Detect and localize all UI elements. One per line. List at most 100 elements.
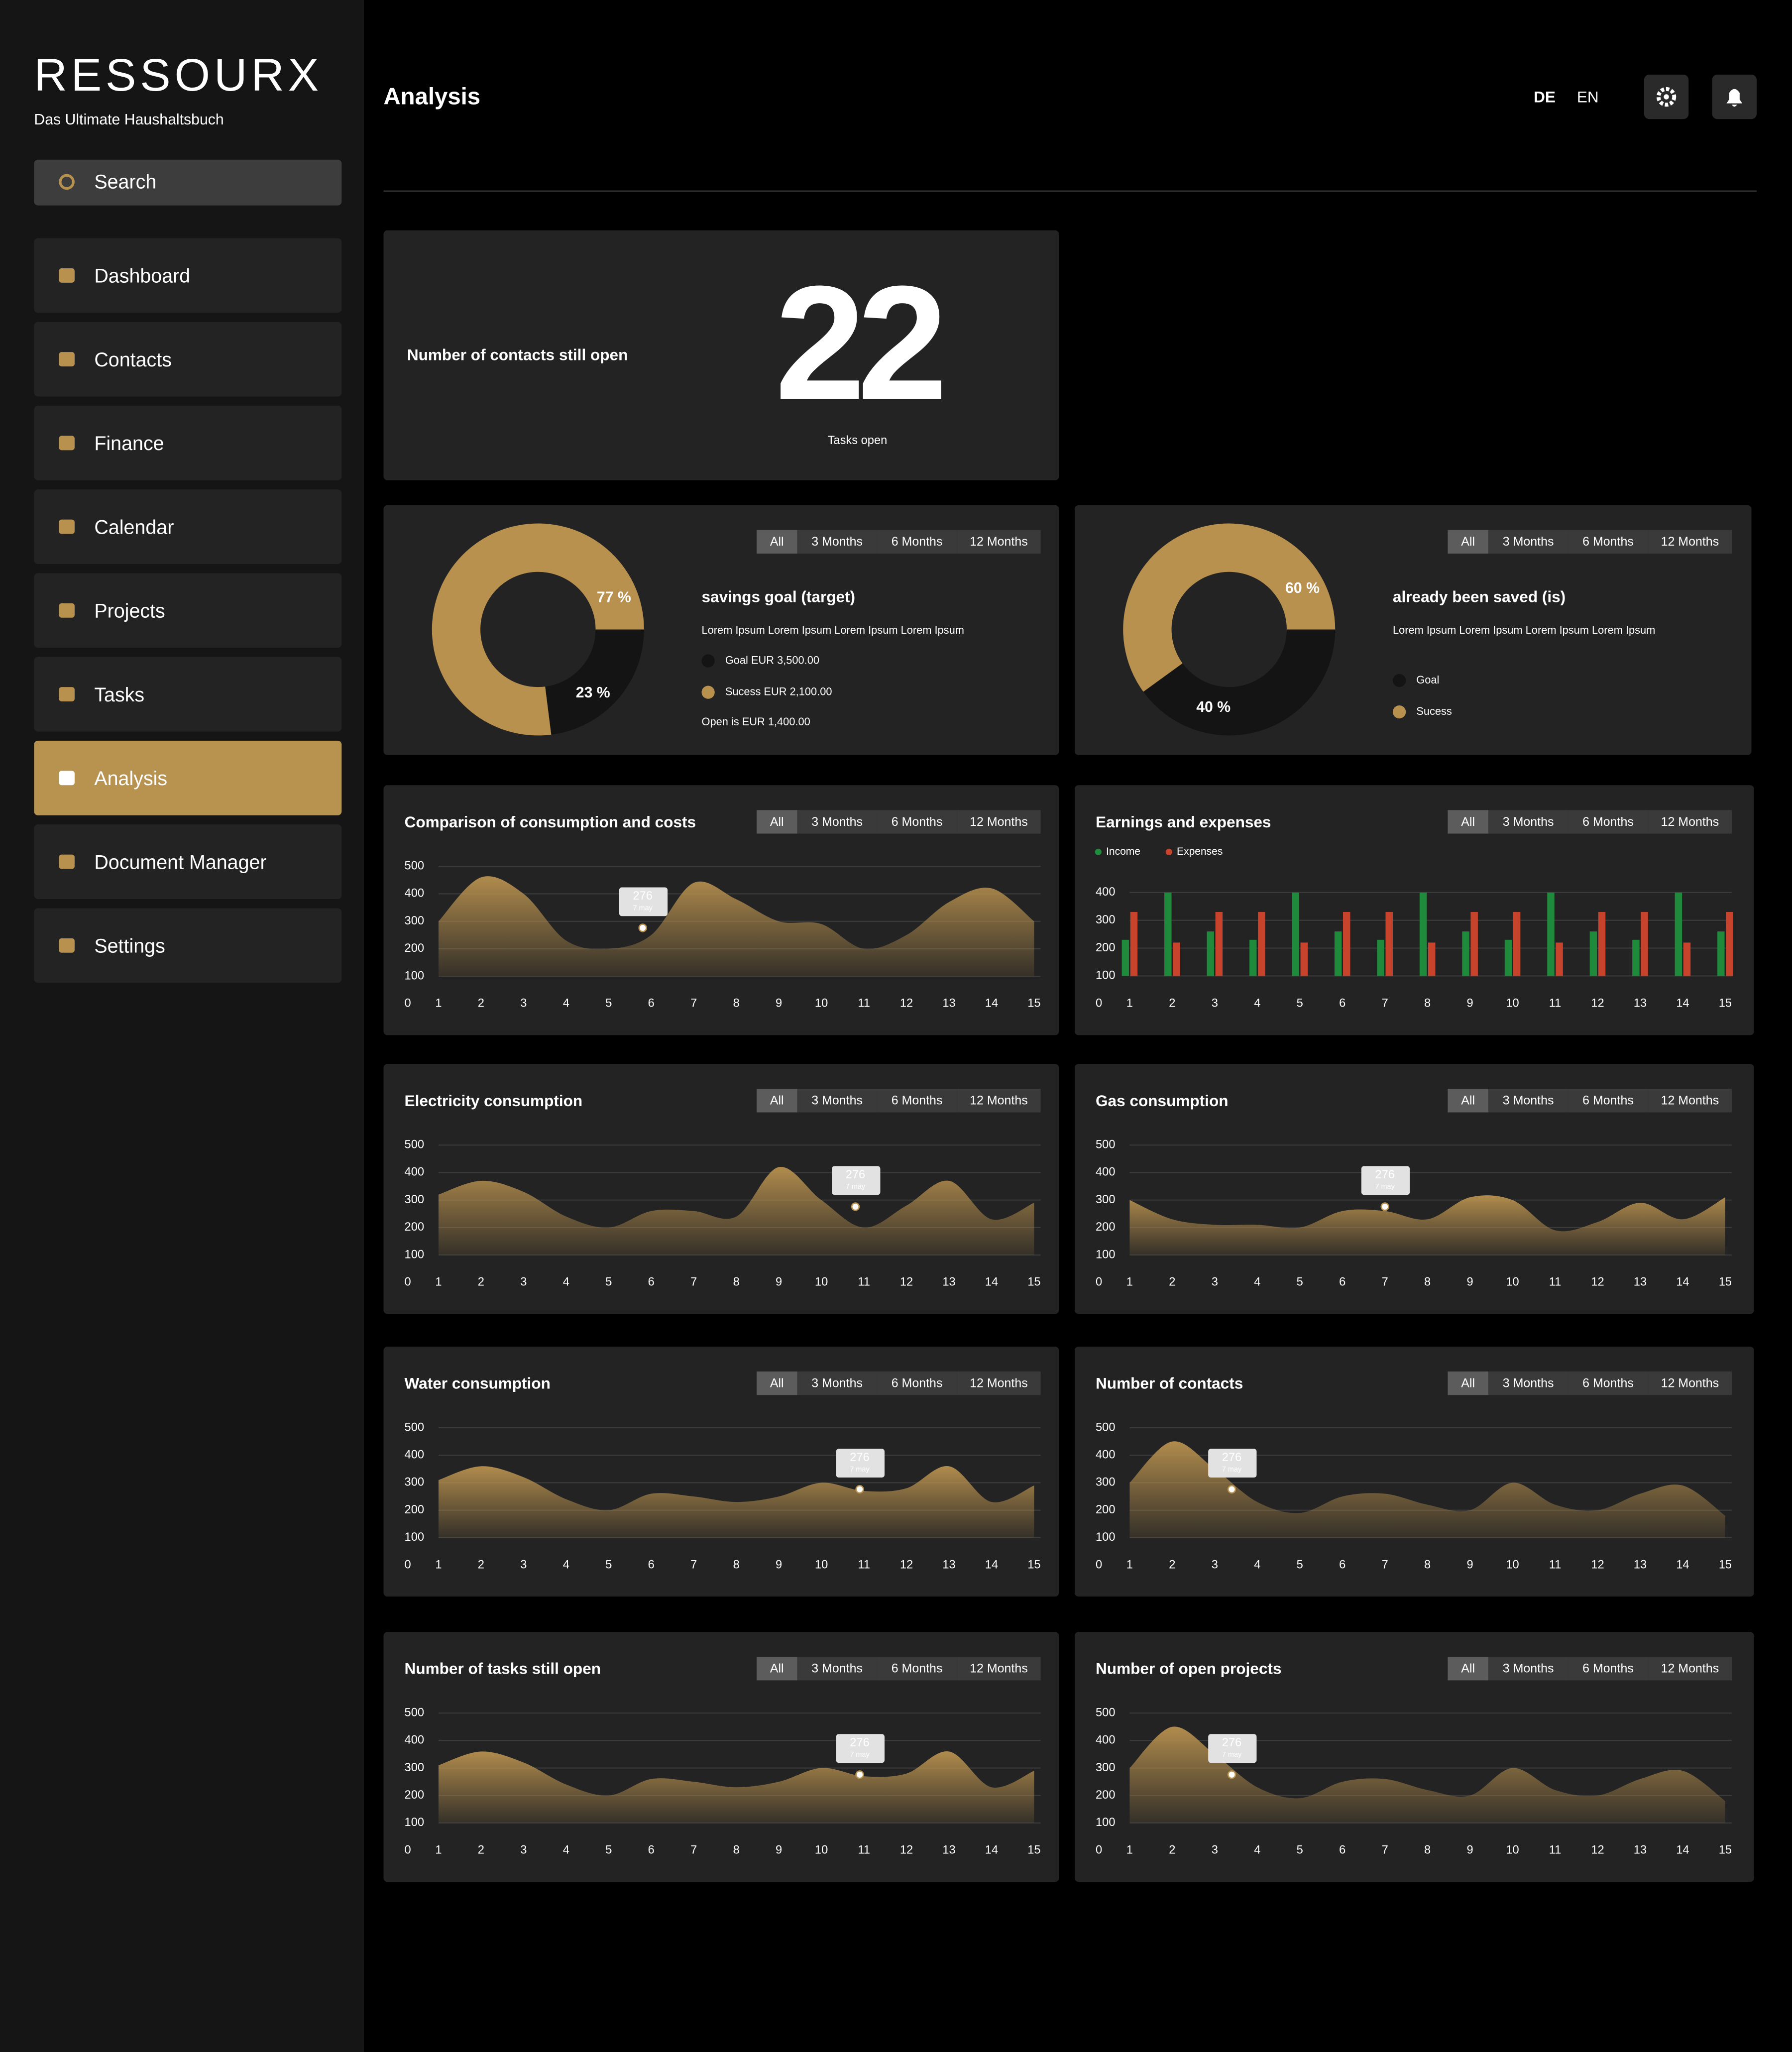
filter-button[interactable] bbox=[957, 810, 1041, 834]
bar bbox=[1589, 931, 1597, 976]
filter-label: 6 Months bbox=[1582, 535, 1634, 549]
menu-item[interactable] bbox=[34, 322, 342, 397]
language-option[interactable]: EN bbox=[1577, 88, 1599, 106]
menu-item[interactable] bbox=[34, 824, 342, 900]
x-tick-label: 12 bbox=[1591, 1843, 1604, 1856]
y-tick-label: 100 bbox=[405, 969, 424, 982]
x-tick-label: 10 bbox=[1506, 1558, 1519, 1571]
donut-title: savings goal (target) bbox=[701, 588, 855, 606]
search-box[interactable] bbox=[34, 159, 342, 206]
x-tick-label: 11 bbox=[1549, 1276, 1562, 1289]
y-tick-label: 500 bbox=[1096, 1421, 1115, 1434]
x-tick-label: 6 bbox=[1339, 1843, 1345, 1856]
filter-button[interactable] bbox=[1648, 1089, 1732, 1113]
filter-button[interactable] bbox=[1488, 1089, 1568, 1113]
filter-button[interactable] bbox=[1648, 1657, 1732, 1681]
filter-label: 3 Months bbox=[811, 1662, 863, 1676]
x-tick-label: 11 bbox=[1549, 1558, 1562, 1571]
filter-button[interactable] bbox=[797, 1657, 877, 1681]
chart-title: Water consumption bbox=[405, 1374, 551, 1392]
tooltip-date: 7 may bbox=[1222, 1466, 1242, 1474]
x-tick-label: 13 bbox=[942, 1558, 955, 1571]
filter-button[interactable] bbox=[877, 810, 957, 834]
filter-button[interactable] bbox=[797, 1089, 877, 1113]
filter-button[interactable] bbox=[756, 810, 797, 834]
y-tick-label: 0 bbox=[1096, 997, 1102, 1010]
x-tick-label: 11 bbox=[858, 1558, 870, 1571]
legend-dot bbox=[1165, 848, 1172, 855]
filter-button[interactable] bbox=[756, 530, 797, 554]
donut-label: 40 % bbox=[1196, 699, 1231, 715]
filter-button[interactable] bbox=[1568, 1089, 1648, 1113]
filter-button[interactable] bbox=[1488, 530, 1568, 554]
filter-button[interactable] bbox=[1568, 530, 1648, 554]
x-tick-label: 14 bbox=[1676, 1843, 1689, 1856]
x-tick-label: 8 bbox=[1424, 997, 1431, 1010]
menu-item[interactable] bbox=[34, 657, 342, 732]
filter-button[interactable] bbox=[957, 1089, 1041, 1113]
bar bbox=[1547, 892, 1555, 976]
filter-button[interactable] bbox=[1568, 1657, 1648, 1681]
filter-button[interactable] bbox=[877, 1657, 957, 1681]
filter-button[interactable] bbox=[1488, 1657, 1568, 1681]
filter-button[interactable] bbox=[1448, 1657, 1488, 1681]
menu-item[interactable] bbox=[34, 238, 342, 313]
filter-button[interactable] bbox=[957, 530, 1041, 554]
filter-button[interactable] bbox=[957, 1371, 1041, 1395]
y-tick-label: 100 bbox=[1096, 969, 1115, 982]
x-tick-label: 9 bbox=[776, 1843, 782, 1856]
donut-segment bbox=[1123, 523, 1336, 692]
filter-button[interactable] bbox=[1488, 810, 1568, 834]
menu-item[interactable] bbox=[34, 908, 342, 983]
x-tick-label: 1 bbox=[1126, 1276, 1133, 1289]
filter-button[interactable] bbox=[756, 1371, 797, 1395]
filter-button[interactable] bbox=[1648, 810, 1732, 834]
filter-button[interactable] bbox=[756, 1089, 797, 1113]
filter-button[interactable] bbox=[1448, 530, 1488, 554]
x-tick-label: 10 bbox=[815, 1843, 828, 1856]
filter-button[interactable] bbox=[877, 530, 957, 554]
y-tick-label: 200 bbox=[1096, 1503, 1115, 1516]
filter-button[interactable] bbox=[1568, 810, 1648, 834]
filter-button[interactable] bbox=[957, 1657, 1041, 1681]
menu-item[interactable] bbox=[34, 489, 342, 565]
filter-button[interactable] bbox=[877, 1371, 957, 1395]
x-tick-label: 12 bbox=[1591, 1558, 1604, 1571]
gear-icon-center bbox=[1664, 94, 1669, 100]
filter-button[interactable] bbox=[797, 530, 877, 554]
x-tick-label: 15 bbox=[1027, 997, 1040, 1010]
bar bbox=[1726, 912, 1733, 976]
filter-label: 3 Months bbox=[811, 535, 863, 549]
menu-label: Projects bbox=[94, 600, 165, 622]
filter-button[interactable] bbox=[1448, 810, 1488, 834]
filter-button[interactable] bbox=[756, 1657, 797, 1681]
filter-button[interactable] bbox=[1648, 530, 1732, 554]
x-tick-label: 8 bbox=[733, 1843, 740, 1856]
menu-item[interactable] bbox=[34, 405, 342, 480]
menu-item[interactable] bbox=[34, 573, 342, 648]
x-tick-label: 9 bbox=[1467, 1558, 1473, 1571]
x-tick-label: 8 bbox=[1424, 1843, 1431, 1856]
x-tick-label: 8 bbox=[733, 1558, 740, 1571]
filter-button[interactable] bbox=[1648, 1371, 1732, 1395]
bar bbox=[1258, 912, 1265, 976]
y-tick-label: 100 bbox=[405, 1816, 424, 1829]
bar bbox=[1556, 942, 1563, 976]
legend-label: Income bbox=[1106, 846, 1140, 857]
filter-label: 3 Months bbox=[1503, 815, 1554, 829]
filter-button[interactable] bbox=[797, 810, 877, 834]
x-tick-label: 15 bbox=[1719, 1843, 1732, 1856]
x-tick-label: 6 bbox=[648, 1276, 655, 1289]
menu-item[interactable] bbox=[34, 740, 342, 815]
filter-button[interactable] bbox=[1488, 1371, 1568, 1395]
filter-button[interactable] bbox=[1448, 1089, 1488, 1113]
filter-button[interactable] bbox=[1568, 1371, 1648, 1395]
filter-button[interactable] bbox=[1448, 1371, 1488, 1395]
filter-button[interactable] bbox=[877, 1089, 957, 1113]
language-option[interactable]: DE bbox=[1534, 88, 1556, 106]
x-tick-label: 2 bbox=[478, 1843, 484, 1856]
y-tick-label: 200 bbox=[1096, 1221, 1115, 1234]
filter-button[interactable] bbox=[797, 1371, 877, 1395]
filter-label: All bbox=[770, 815, 784, 829]
